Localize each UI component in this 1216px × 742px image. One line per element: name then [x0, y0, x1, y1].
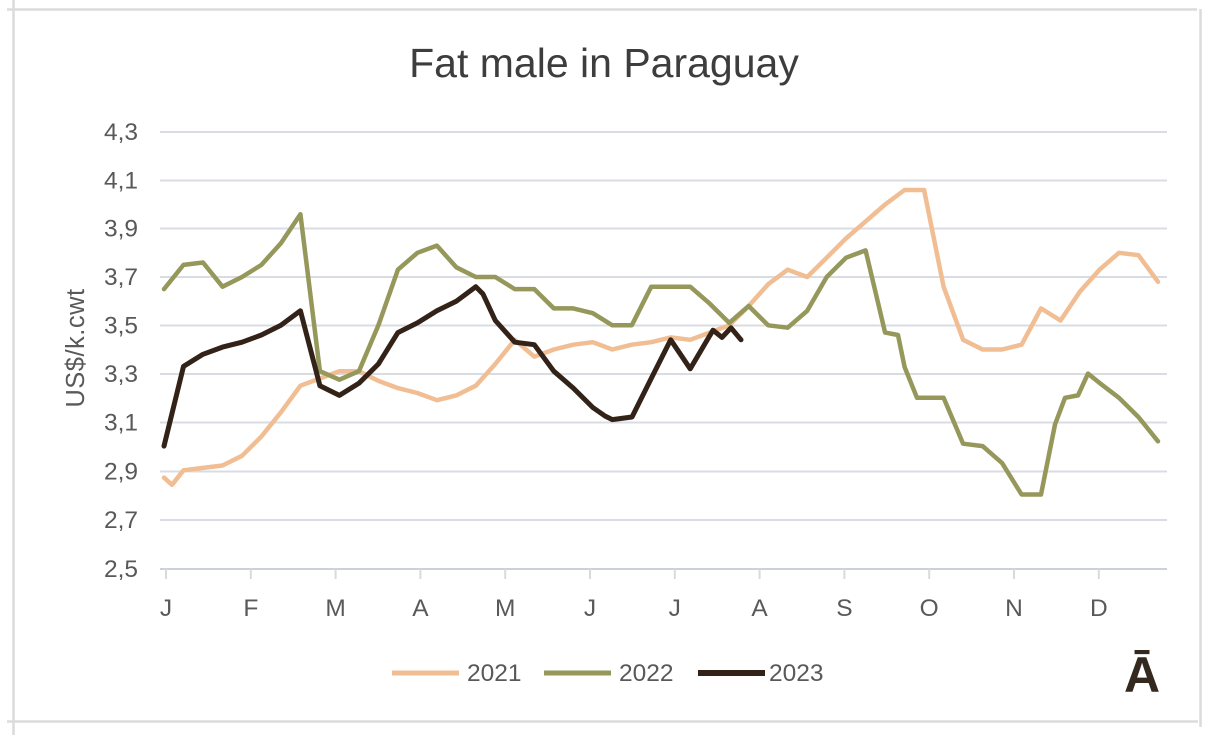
svg-text:2021: 2021 — [467, 660, 522, 687]
svg-text:2,9: 2,9 — [104, 459, 138, 486]
svg-text:M: M — [495, 595, 515, 622]
svg-text:3,1: 3,1 — [104, 410, 138, 437]
svg-text:O: O — [920, 595, 939, 622]
svg-text:Ā: Ā — [1124, 647, 1160, 703]
svg-text:J: J — [160, 595, 172, 622]
svg-text:2,7: 2,7 — [104, 507, 138, 534]
svg-text:4,1: 4,1 — [104, 168, 138, 195]
svg-text:US$/k.cwt: US$/k.cwt — [62, 288, 90, 407]
svg-text:2,5: 2,5 — [104, 556, 138, 583]
svg-text:J: J — [584, 595, 596, 622]
svg-text:J: J — [669, 595, 681, 622]
svg-text:D: D — [1090, 595, 1108, 622]
svg-text:S: S — [836, 595, 852, 622]
svg-text:Fat male in Paraguay: Fat male in Paraguay — [409, 40, 799, 86]
svg-text:2022: 2022 — [619, 660, 674, 687]
svg-text:2023: 2023 — [769, 660, 824, 687]
svg-text:3,9: 3,9 — [104, 216, 138, 243]
svg-text:A: A — [751, 595, 768, 622]
svg-text:3,5: 3,5 — [104, 313, 138, 340]
svg-text:F: F — [243, 595, 258, 622]
svg-text:4,3: 4,3 — [104, 119, 138, 146]
svg-text:N: N — [1005, 595, 1023, 622]
svg-text:3,7: 3,7 — [104, 264, 138, 291]
svg-text:3,3: 3,3 — [104, 361, 138, 388]
svg-text:A: A — [412, 595, 429, 622]
svg-text:M: M — [325, 595, 345, 622]
